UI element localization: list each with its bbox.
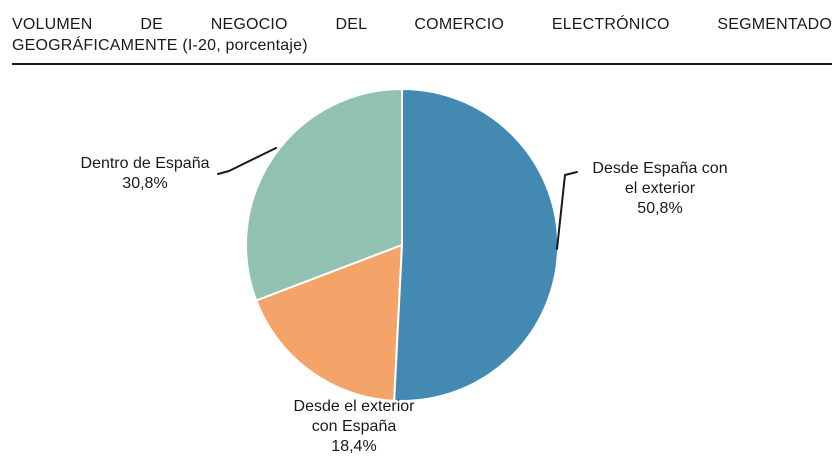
pie-slice-2 [245, 88, 403, 302]
leader-line-desde-espana [556, 171, 578, 250]
chart-title-line2: GEOGRÁFICAMENTE (I-20, porcentaje) [12, 37, 308, 54]
slice-label-text: Desde el exterior [293, 398, 415, 415]
chart-title-line1: VOLUMEN DE NEGOCIO DEL COMERCIO ELECTRÓN… [12, 16, 832, 33]
slice-label-text: con España [311, 418, 397, 435]
slice-label-text: el exterior [624, 180, 696, 197]
pie-slice-1 [255, 244, 403, 402]
slice-label-value: 18,4% [331, 438, 377, 455]
slice-label-value: 50,8% [637, 200, 683, 217]
leader-line-dentro-de-espana [217, 147, 277, 175]
slice-label-value: 30,8% [122, 175, 168, 192]
slice-label-desde-el-exterior-con-espana: Desde el exterior con España 18,4% [294, 397, 415, 457]
slice-label-text: Dentro de España [80, 155, 210, 172]
slice-label-dentro-de-espana: Dentro de España 30,8% [81, 154, 210, 194]
slice-label-desde-espana-con-el-exterior: Desde España con el exterior 50,8% [592, 159, 727, 219]
pie-slice-0 [393, 88, 560, 402]
slice-label-text: Desde España con [592, 160, 728, 177]
chart-title-block: VOLUMEN DE NEGOCIO DEL COMERCIO ELECTRÓN… [12, 14, 832, 65]
